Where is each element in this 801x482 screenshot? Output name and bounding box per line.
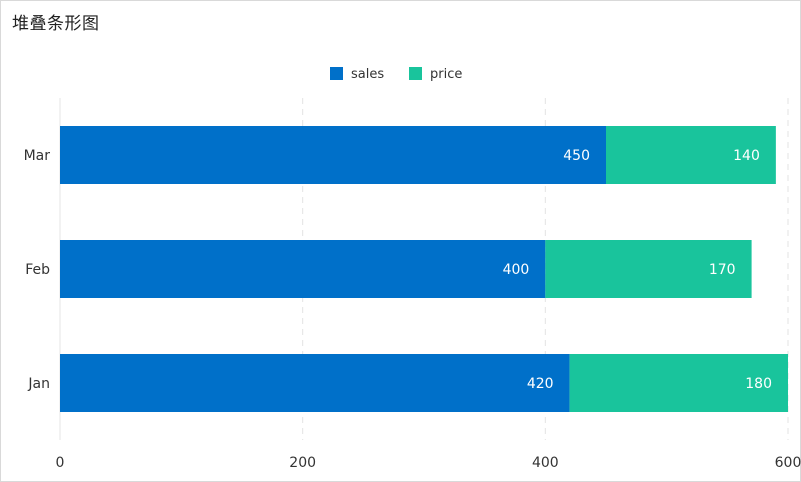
data-label-price: 170: [709, 262, 736, 278]
x-tick-label: 0: [56, 455, 65, 471]
legend-swatch-sales: [330, 67, 343, 80]
bar-sales: [60, 240, 546, 298]
bar-price: [606, 126, 776, 184]
x-tick-label: 400: [532, 455, 559, 471]
data-label-price: 140: [733, 148, 760, 164]
x-tick-label: 200: [289, 455, 316, 471]
data-label-sales: 450: [563, 148, 590, 164]
bar-sales: [60, 354, 570, 412]
legend-label-price: price: [430, 67, 462, 82]
bar-price: [569, 354, 788, 412]
data-label-sales: 420: [527, 376, 554, 392]
x-tick-label: 600: [775, 455, 801, 471]
legend-swatch-price: [409, 67, 422, 80]
bar-price: [545, 240, 752, 298]
data-label-price: 180: [745, 376, 772, 392]
chart-title: 堆叠条形图: [12, 14, 100, 34]
data-label-sales: 400: [503, 262, 530, 278]
y-category-label: Mar: [24, 148, 51, 164]
legend-label-sales: sales: [351, 67, 384, 82]
y-category-label: Feb: [25, 262, 50, 278]
bar-sales: [60, 126, 606, 184]
y-category-label: Jan: [27, 376, 50, 392]
